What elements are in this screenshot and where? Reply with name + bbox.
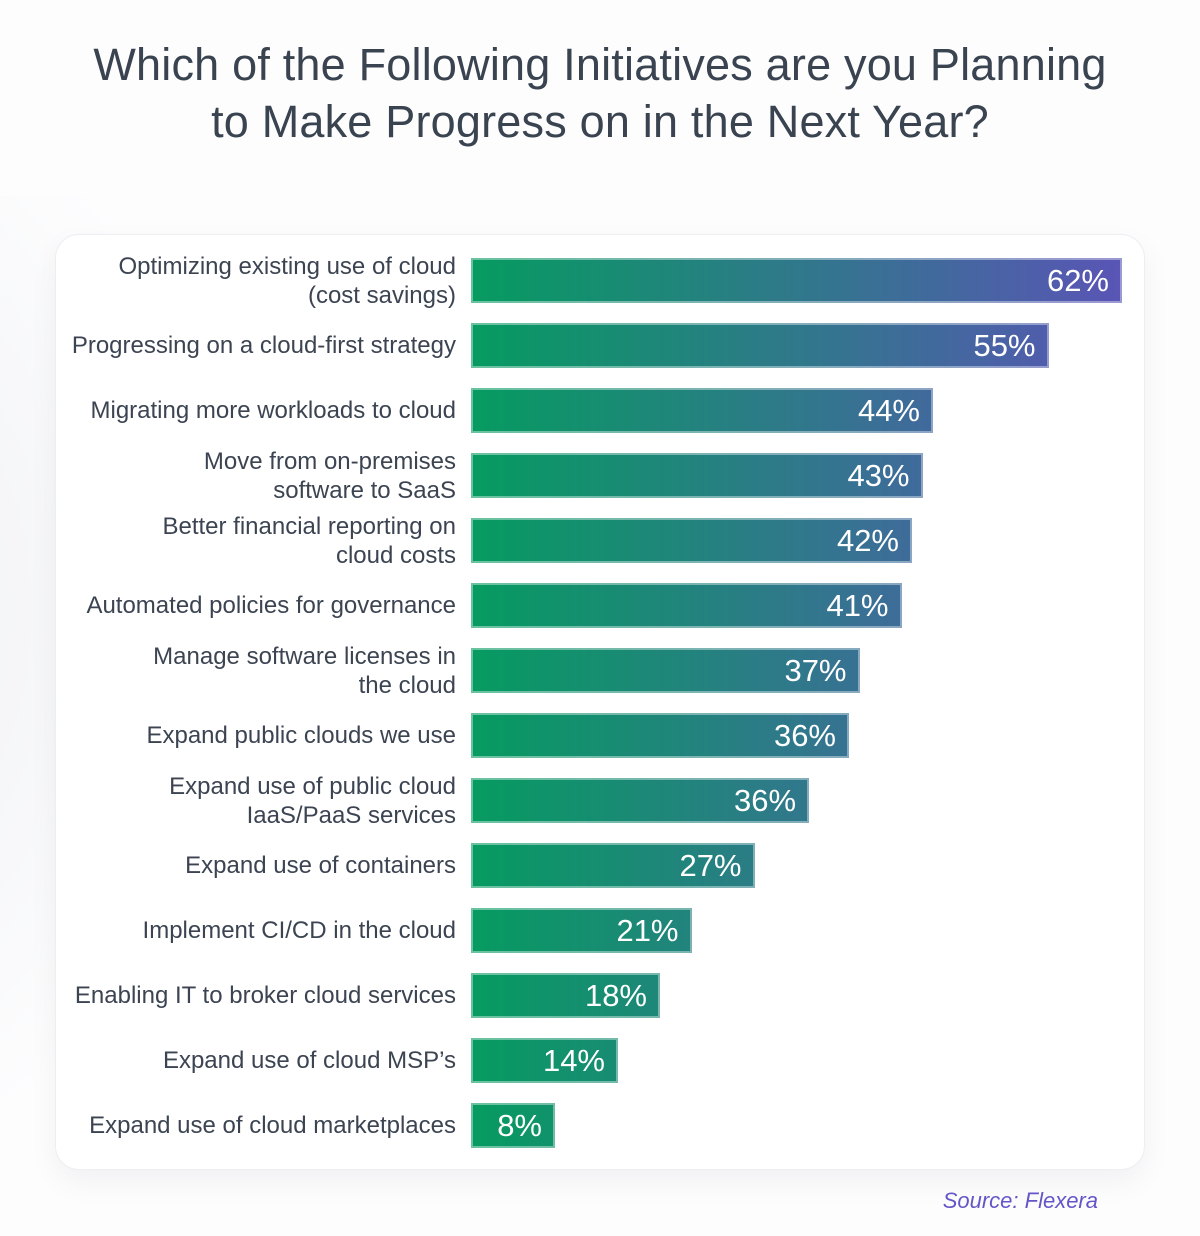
chart-row: Progressing on a cloud-first strategy 55…	[56, 323, 1144, 368]
category-label: Better financial reporting on cloud cost…	[162, 512, 456, 569]
chart-row: Expand use of cloud MSP’s 14%	[56, 1038, 1144, 1083]
chart-row: Expand use of cloud marketplaces 8%	[56, 1103, 1144, 1148]
category-label: Expand use of cloud marketplaces	[89, 1112, 456, 1139]
bar: 37%	[471, 648, 860, 693]
chart-title: Which of the Following Initiatives are y…	[0, 36, 1200, 150]
chart-row: Better financial reporting on cloud cost…	[56, 513, 1144, 569]
value-label: 36%	[773, 718, 836, 753]
category-label: Move from on-premises software to SaaS	[203, 447, 456, 504]
value-label: 55%	[973, 328, 1036, 363]
bar: 21%	[471, 908, 692, 953]
chart-row: Move from on-premises software to SaaS 4…	[56, 448, 1144, 504]
value-label: 18%	[584, 978, 647, 1013]
value-label: 21%	[616, 913, 679, 948]
bar: 44%	[471, 388, 933, 433]
chart-row: Manage software licenses in the cloud 37…	[56, 643, 1144, 699]
chart-row: Enabling IT to broker cloud services 18%	[56, 973, 1144, 1018]
category-label: Expand use of cloud MSP’s	[162, 1047, 456, 1074]
chart-row: Automated policies for governance 41%	[56, 583, 1144, 628]
value-label: 42%	[836, 523, 899, 558]
chart-row: Migrating more workloads to cloud 44%	[56, 388, 1144, 433]
chart-row: Expand public clouds we use 36%	[56, 713, 1144, 758]
category-label: Progressing on a cloud-first strategy	[71, 332, 456, 359]
bar: 55%	[471, 323, 1049, 368]
bar-chart: Optimizing existing use of cloud (cost s…	[56, 253, 1144, 1148]
bar: 62%	[471, 258, 1122, 303]
bar: 27%	[471, 843, 755, 888]
bar: 18%	[471, 973, 660, 1018]
bar: 14%	[471, 1038, 618, 1083]
value-label: 8%	[497, 1108, 542, 1143]
source-attribution: Source: Flexera	[942, 1188, 1098, 1213]
category-label: Implement CI/CD in the cloud	[142, 917, 456, 944]
category-label: Enabling IT to broker cloud services	[74, 982, 456, 1009]
bar: 36%	[471, 713, 849, 758]
value-label: 36%	[734, 783, 797, 818]
category-label: Migrating more workloads to cloud	[90, 397, 457, 424]
chart-row: Implement CI/CD in the cloud 21%	[56, 908, 1144, 953]
chart-row: Expand use of public cloud IaaS/PaaS ser…	[56, 773, 1144, 829]
value-label: 44%	[857, 393, 920, 428]
value-label: 41%	[826, 588, 889, 623]
value-label: 43%	[847, 458, 910, 493]
chart-row: Optimizing existing use of cloud (cost s…	[56, 253, 1144, 309]
chart-row: Expand use of containers 27%	[56, 843, 1144, 888]
category-label: Optimizing existing use of cloud (cost s…	[118, 252, 457, 309]
bar: 42%	[471, 518, 912, 563]
category-label: Manage software licenses in the cloud	[153, 642, 456, 699]
category-label: Expand public clouds we use	[146, 722, 456, 749]
chart-title-line-1: Which of the Following Initiatives are y…	[93, 39, 1107, 90]
value-label: 14%	[542, 1043, 605, 1078]
category-label: Expand use of containers	[185, 852, 456, 879]
chart-card: Optimizing existing use of cloud (cost s…	[55, 234, 1145, 1170]
category-label: Automated policies for governance	[86, 592, 456, 619]
value-label: 62%	[1046, 263, 1109, 298]
bar: 43%	[471, 453, 923, 498]
value-label: 27%	[679, 848, 742, 883]
bar: 36%	[471, 778, 810, 823]
chart-title-line-2: to Make Progress on in the Next Year?	[211, 96, 989, 147]
category-label: Expand use of public cloud IaaS/PaaS ser…	[169, 772, 456, 829]
value-label: 37%	[784, 653, 847, 688]
bar: 41%	[471, 583, 902, 628]
bar: 8%	[471, 1103, 555, 1148]
